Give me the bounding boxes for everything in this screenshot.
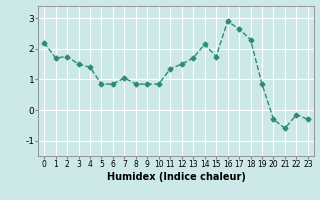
X-axis label: Humidex (Indice chaleur): Humidex (Indice chaleur) (107, 172, 245, 182)
